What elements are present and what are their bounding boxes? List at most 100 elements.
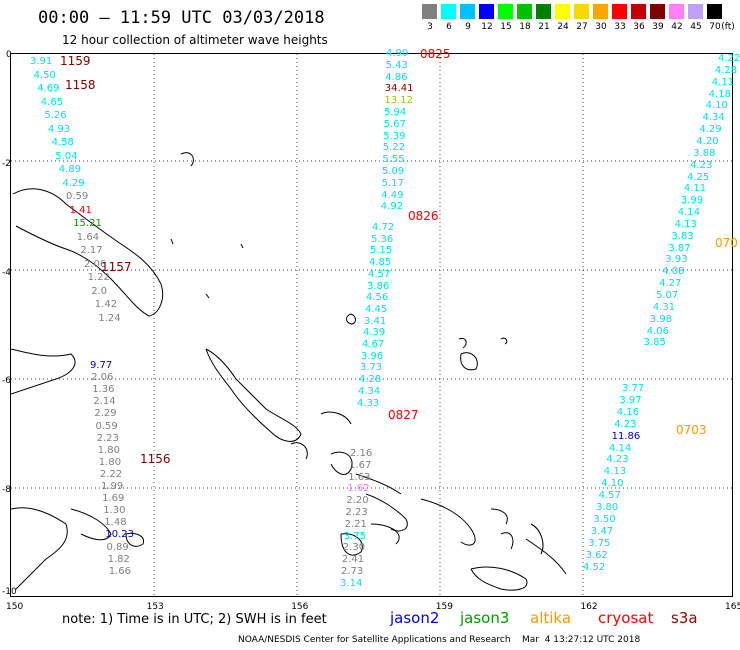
- wave-height-value: 1.69: [102, 493, 125, 505]
- wave-height-value: 3.50: [593, 513, 616, 525]
- satellite-legend-item: altika: [530, 609, 572, 627]
- color-swatch: [555, 4, 570, 19]
- wave-height-value: 13.12: [384, 95, 414, 107]
- wave-height-value: 4.56: [366, 292, 389, 304]
- color-swatch-label: 33: [614, 22, 626, 32]
- color-swatch: [631, 4, 646, 19]
- wave-height-value: 3.80: [596, 502, 619, 513]
- wave-height-value: 3.93: [665, 254, 688, 266]
- wave-height-value: 2.06: [84, 258, 107, 270]
- wave-height-value: 15.21: [73, 218, 102, 229]
- latitude-label: -4: [2, 267, 11, 278]
- pass-time-label: 0703: [676, 423, 707, 437]
- color-swatch-label: 39: [652, 22, 664, 32]
- wave-height-value: 4.65: [40, 96, 64, 108]
- longitude-label: 159: [435, 602, 453, 612]
- wave-height-value: 4.23: [614, 418, 637, 430]
- color-swatch: [479, 4, 494, 19]
- wave-height-value: 5.22: [382, 142, 406, 154]
- color-swatch: [650, 4, 665, 19]
- wave-height-value: 5.09: [382, 166, 405, 177]
- color-swatch-label: 42: [671, 22, 683, 32]
- wave-height-value: 4.08: [662, 266, 685, 278]
- wave-height-value: 5.15: [370, 245, 393, 257]
- wave-height-value: 3.86: [367, 280, 390, 292]
- wave-height-value: 4.14: [609, 442, 632, 454]
- wave-height-value: 4.57: [598, 490, 621, 502]
- wave-height-value: 4.28: [714, 64, 738, 76]
- color-swatch-label: 30: [595, 22, 607, 32]
- wave-height-value: 1.80: [97, 444, 120, 456]
- pass-time-label: 0827: [388, 408, 419, 422]
- wave-height-value: 10.23: [105, 529, 135, 541]
- wave-height-value: 1.63: [348, 471, 371, 483]
- color-swatch: [707, 4, 722, 19]
- color-swatch: [460, 4, 475, 19]
- wave-height-value: 5.94: [384, 107, 407, 118]
- wave-height-value: 4.23: [690, 159, 713, 171]
- wave-height-value: 3.99: [680, 195, 704, 207]
- color-swatch-label: 27: [576, 22, 588, 32]
- wave-height-value: 3.77: [622, 383, 645, 394]
- wave-height-value: 1.62: [347, 483, 370, 495]
- wave-height-value: 3.98: [649, 313, 673, 325]
- longitude-label: 150: [6, 602, 24, 612]
- wave-height-value: 3.97: [619, 394, 642, 406]
- wave-height-value: 1.66: [108, 565, 131, 577]
- wave-height-value: 3.96: [361, 350, 384, 362]
- wave-height-value: 1.67: [349, 459, 372, 471]
- wave-height-value: 4.27: [659, 278, 682, 290]
- wave-height-value: 2.23: [96, 432, 119, 444]
- wave-height-value: 3.88: [693, 147, 716, 159]
- wave-height-value: 34.41: [384, 83, 414, 95]
- wave-height-value: 2.0: [91, 285, 108, 297]
- pass-time-label: 0826: [408, 209, 439, 223]
- wave-height-value: 4.13: [603, 466, 627, 478]
- wave-height-value: 5.17: [381, 177, 404, 189]
- color-swatch-label: 36: [633, 22, 645, 32]
- wave-height-value: 4.25: [687, 171, 710, 183]
- color-swatch-label: 6: [446, 22, 452, 32]
- longitude-label: 162: [580, 602, 598, 612]
- wave-height-value: 3.91: [30, 56, 53, 67]
- wave-height-value: 2.21: [344, 518, 367, 530]
- wave-height-value: 5.55: [382, 154, 405, 166]
- wave-height-value: 4.85: [369, 257, 392, 269]
- wave-height-value: 4.49: [381, 189, 404, 201]
- color-swatch-label: 9: [465, 22, 471, 32]
- wave-height-value: 4.29: [62, 177, 85, 189]
- color-swatch-label: 70: [709, 22, 721, 32]
- wave-height-value: 4.34: [702, 112, 725, 124]
- wave-height-value: 4.86: [385, 71, 408, 83]
- wave-height-value: 4.92: [380, 201, 404, 213]
- wave-height-value: 2.30: [342, 542, 366, 554]
- wave-height-value: 1.22: [87, 272, 110, 283]
- satellite-legend-item: jason3: [460, 609, 510, 627]
- color-swatch: [593, 4, 608, 19]
- wave-height-value: 5.39: [383, 130, 406, 142]
- wave-height-value: 3.62: [585, 549, 608, 561]
- wave-height-value: 4.58: [51, 137, 74, 148]
- wave-height-value: 1.30: [103, 505, 126, 517]
- wave-height-value: 4.22: [718, 53, 740, 64]
- wave-height-value: 4.52: [583, 561, 606, 573]
- satellite-legend-item: cryosat: [598, 609, 654, 627]
- wave-height-value: 1.99: [101, 481, 124, 492]
- longitude-label: 153: [146, 602, 164, 612]
- page-subtitle: 12 hour collection of altimeter wave hei…: [62, 33, 328, 47]
- wave-height-value: 4.34: [358, 385, 381, 397]
- wave-height-value: 5.04: [55, 150, 78, 162]
- wave-height-value: 4.89: [58, 164, 82, 175]
- wave-height-value: 1.48: [104, 517, 127, 529]
- wave-height-value: 4.93: [48, 123, 71, 135]
- wave-height-value: 4.06: [646, 325, 669, 337]
- latitude-label: -8: [2, 485, 11, 496]
- wave-height-value: 3.87: [668, 242, 691, 254]
- wave-height-value: 1.24: [98, 312, 121, 324]
- page-title: 00:00 – 11:59 UTC 03/03/2018: [38, 8, 325, 28]
- color-swatch: [574, 4, 589, 19]
- color-swatch-label: 3: [427, 22, 433, 32]
- wave-height-value: 4.10: [705, 100, 728, 112]
- wave-height-value: 5.36: [371, 233, 394, 245]
- wave-height-value: 1.80: [98, 456, 122, 468]
